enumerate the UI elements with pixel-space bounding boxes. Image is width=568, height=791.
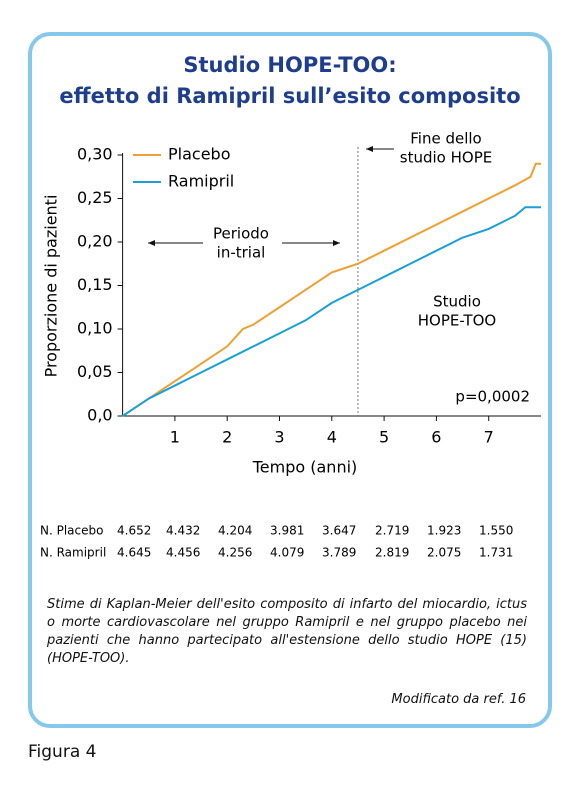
x-axis-label: Tempo (anni)	[252, 458, 358, 477]
y-tick-label: 0,05	[77, 362, 113, 381]
x-tick-label: 7	[484, 428, 494, 447]
annotation: Studio	[433, 293, 481, 311]
annotation: studio HOPE	[400, 149, 492, 167]
table-row-label: N. Placebo	[40, 524, 103, 538]
table-row-label: N. Ramipril	[40, 546, 106, 560]
series-line	[122, 206, 541, 417]
arrowhead	[333, 240, 340, 246]
annotation: p=0,0002	[455, 388, 530, 406]
annotation: Periodo	[213, 225, 269, 243]
y-tick-label: 0,15	[77, 275, 113, 294]
annotation: Fine dello	[410, 130, 481, 148]
arrowhead	[148, 240, 155, 246]
y-tick-label: 0,25	[77, 188, 113, 207]
table-cell: 1.550	[479, 524, 513, 538]
table-cell: 4.645	[117, 546, 151, 560]
y-tick-label: 0,0	[87, 406, 112, 425]
table-cell: 2.819	[375, 546, 409, 560]
legend-label: Placebo	[168, 145, 230, 164]
table-cell: 3.647	[322, 524, 356, 538]
table-cell: 3.789	[322, 546, 356, 560]
legend-label: Ramipril	[168, 172, 234, 191]
annotation: in-trial	[217, 244, 266, 262]
source: Modificato da ref. 16	[391, 692, 526, 707]
table-cell: 4.256	[218, 546, 252, 560]
x-tick-label: 6	[431, 428, 441, 447]
y-axis-label: Proporzione di pazienti	[42, 195, 61, 378]
table-cell: 4.079	[270, 546, 304, 560]
table-cell: 2.719	[375, 524, 409, 538]
x-tick-label: 4	[327, 428, 337, 447]
annotation: HOPE-TOO	[418, 312, 496, 330]
figure-label: Figura 4	[28, 742, 97, 762]
y-tick-label: 0,10	[77, 319, 113, 338]
chart-title: effetto di Ramipril sull’esito composito	[59, 84, 520, 108]
x-tick-label: 1	[170, 428, 180, 447]
table-cell: 1.923	[427, 524, 461, 538]
frame	[28, 32, 552, 728]
table-cell: 2.075	[427, 546, 461, 560]
chart-title: Studio HOPE-TOO:	[183, 53, 396, 77]
x-tick-label: 3	[274, 428, 284, 447]
y-tick-label: 0,30	[77, 145, 113, 164]
table-cell: 1.731	[479, 546, 513, 560]
table-cell: 4.456	[166, 546, 200, 560]
x-tick-label: 5	[379, 428, 389, 447]
table-cell: 3.981	[270, 524, 304, 538]
y-tick-label: 0,20	[77, 232, 113, 251]
table-cell: 4.204	[218, 524, 252, 538]
series-line	[122, 162, 541, 417]
arrowhead	[366, 146, 373, 152]
table-cell: 4.432	[166, 524, 200, 538]
table-cell: 4.652	[117, 524, 151, 538]
x-tick-label: 2	[222, 428, 232, 447]
caption: Stime di Kaplan-Meier dell'esito composi…	[47, 597, 527, 666]
